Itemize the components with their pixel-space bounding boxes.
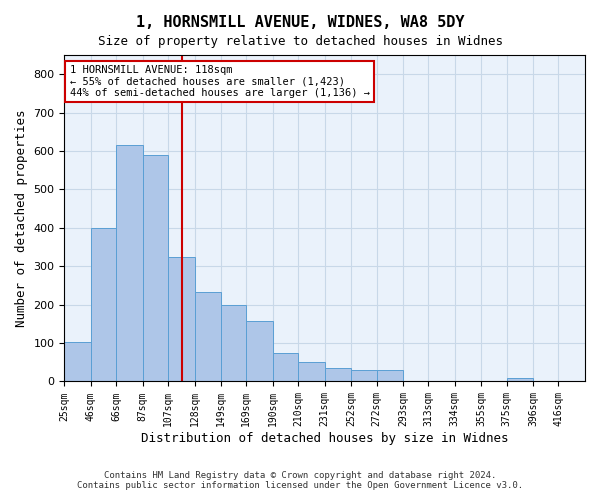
Bar [506, 378, 533, 382]
Bar [325, 368, 351, 382]
Text: Contains HM Land Registry data © Crown copyright and database right 2024.
Contai: Contains HM Land Registry data © Crown c… [77, 470, 523, 490]
X-axis label: Distribution of detached houses by size in Widnes: Distribution of detached houses by size … [141, 432, 508, 445]
Bar [64, 342, 91, 382]
Text: 1, HORNSMILL AVENUE, WIDNES, WA8 5DY: 1, HORNSMILL AVENUE, WIDNES, WA8 5DY [136, 15, 464, 30]
Bar [377, 370, 403, 382]
Bar [194, 292, 221, 382]
Bar [116, 146, 143, 382]
Bar [273, 352, 298, 382]
Bar [143, 155, 168, 382]
Text: Size of property relative to detached houses in Widnes: Size of property relative to detached ho… [97, 35, 503, 48]
Bar [91, 228, 116, 382]
Y-axis label: Number of detached properties: Number of detached properties [15, 110, 28, 327]
Bar [247, 321, 273, 382]
Bar [221, 304, 247, 382]
Bar [351, 370, 377, 382]
Text: 1 HORNSMILL AVENUE: 118sqm
← 55% of detached houses are smaller (1,423)
44% of s: 1 HORNSMILL AVENUE: 118sqm ← 55% of deta… [70, 65, 370, 98]
Bar [168, 256, 194, 382]
Bar [298, 362, 325, 382]
